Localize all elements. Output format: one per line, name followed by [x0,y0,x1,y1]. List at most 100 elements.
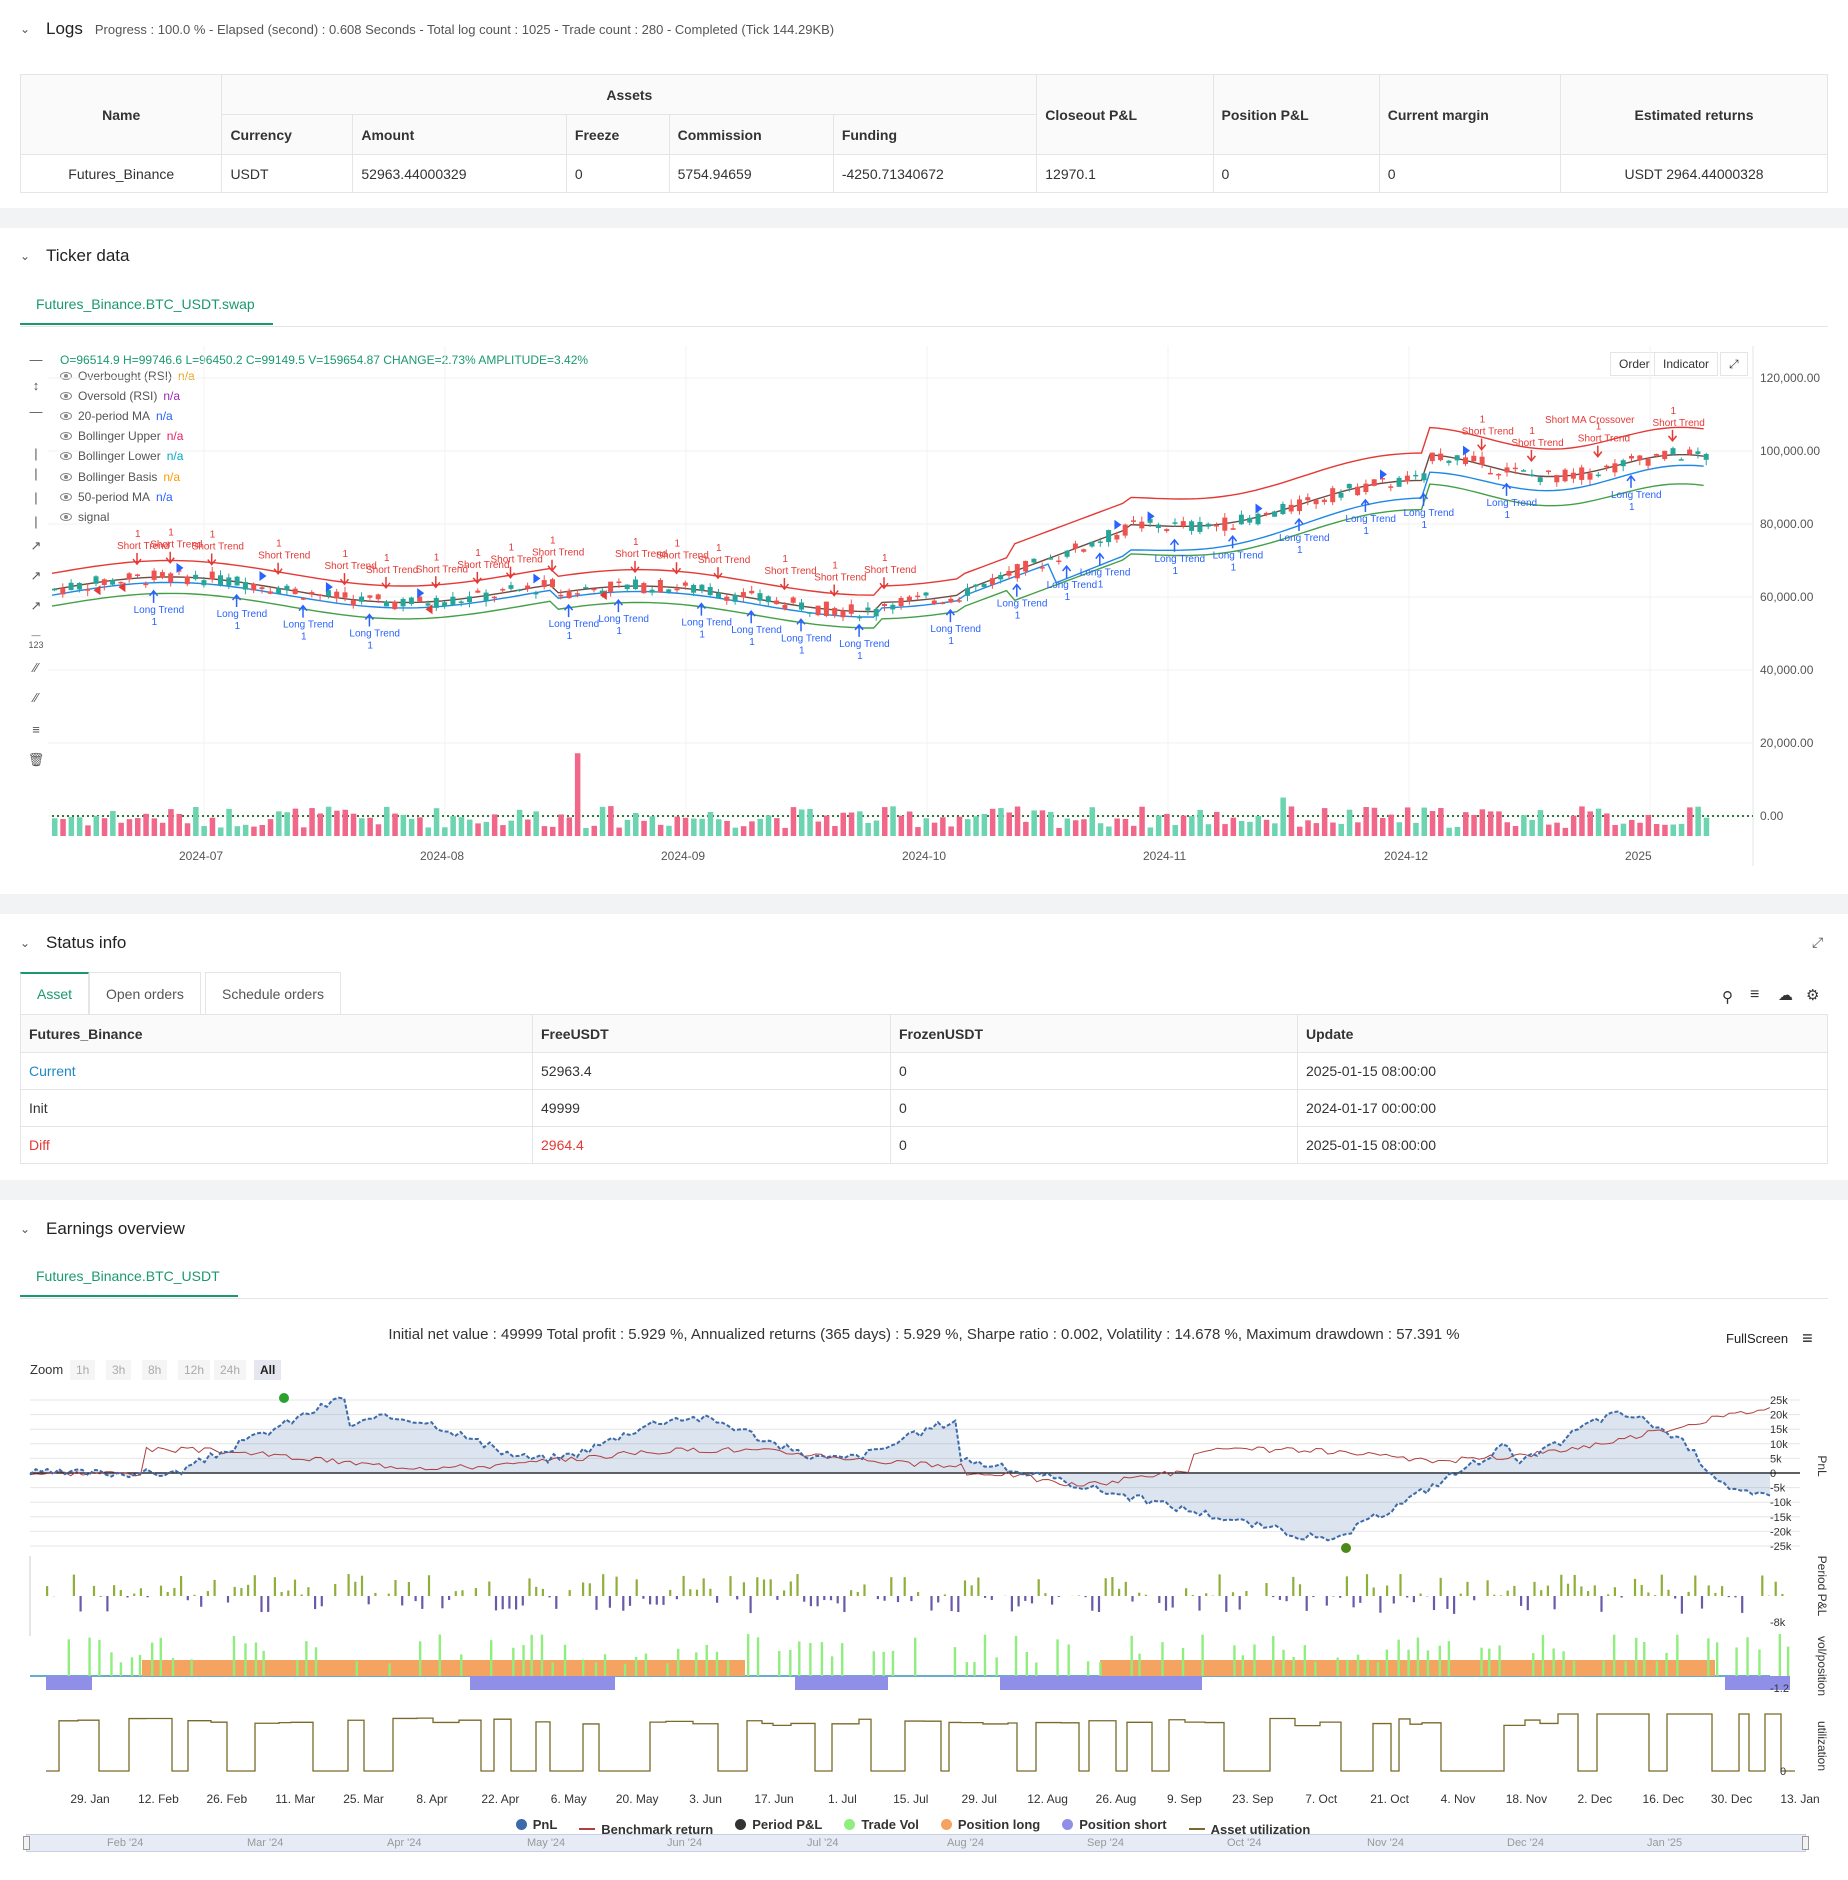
chevron-down-icon[interactable]: ⌄ [20,22,31,36]
trade-vol-bar [891,1650,895,1676]
eye-icon[interactable] [60,492,72,501]
candle-body [450,596,456,606]
ray-icon[interactable]: — [29,404,43,419]
price-label-icon[interactable]: —123 [28,630,44,650]
period-tick-label: -8k [1770,1617,1786,1629]
navigator-handle-right[interactable] [1802,1836,1809,1850]
period-pnl-bar [1372,1587,1375,1596]
eye-icon[interactable] [60,412,72,421]
eye-icon[interactable] [60,372,72,380]
extended-line-icon[interactable]: ↗ [30,598,42,613]
long-arrow-icon [696,602,706,616]
legend-item[interactable]: PnL [515,1817,557,1832]
earnings-title: Earnings overview [46,1219,185,1238]
legend-item[interactable]: Period P&L [735,1817,822,1832]
eye-icon[interactable] [60,472,72,481]
trade-vol-bar [1241,1655,1245,1676]
eye-icon[interactable] [60,432,72,441]
volume-bar [1678,823,1685,836]
period-pnl-bar [816,1596,819,1607]
indicator-legend-item[interactable]: signal [60,507,115,527]
vertical-line-icon-3[interactable]: | [34,490,38,505]
candle-body [1595,474,1601,477]
col-position: Position P&L [1212,74,1380,155]
tab-underline [20,326,1828,327]
order-button[interactable]: Order [1610,352,1659,376]
zoom-24h[interactable]: 24h [214,1360,247,1380]
indicator-legend-item[interactable]: Bollinger Upper n/a [60,426,183,446]
indicator-value: n/a [163,469,181,484]
indicator-legend-item[interactable]: Overbought (RSI) n/a [60,366,195,386]
trash-icon[interactable]: 🗑 [27,752,45,767]
crosshair-icon[interactable]: ↕ [32,378,40,393]
arrow-line-icon[interactable]: ↗ [30,568,42,583]
zoom-1h[interactable]: 1h [70,1360,96,1380]
legend-item[interactable]: Benchmark return [579,1822,713,1837]
vertical-line-icon-2[interactable]: | [34,466,38,481]
candle-body [1487,472,1493,475]
tab-open-orders[interactable]: Open orders [89,972,201,1014]
zoom-12h[interactable]: 12h [178,1360,211,1380]
parallel-channel-icon[interactable]: ∕∕ [33,660,39,675]
candle-body [1670,448,1676,455]
vertical-line-icon-4[interactable]: | [34,514,38,529]
pnl-tick-label: -20k [1770,1526,1792,1538]
pitchfork-icon[interactable]: ∕∕ [33,690,39,705]
legend-item[interactable]: Trade Vol [844,1817,919,1832]
cursor-icon[interactable]: — [29,352,43,367]
list-icon[interactable]: ≡ [1750,986,1760,1003]
period-pnl-bar [608,1596,611,1608]
trend-line-icon[interactable]: ↗ [30,538,42,553]
status-header[interactable]: ⌄ Status info [20,928,126,958]
legend-item[interactable]: Position long [940,1817,1040,1832]
candle-body [68,582,74,591]
cell: Init [20,1089,533,1127]
period-pnl-bar [1727,1596,1730,1598]
indicator-legend-item[interactable]: Oversold (RSI) n/a [60,386,180,406]
vertical-line-icon[interactable]: | [34,446,38,461]
indicator-legend-item[interactable]: Bollinger Basis n/a [60,467,180,487]
navigator-handle-left[interactable] [23,1836,30,1850]
eye-icon[interactable] [60,452,72,461]
navigator[interactable]: Feb '24 Mar '24 Apr '24 May '24 Jun '24 Jul '… [23,1834,1809,1852]
eye-icon[interactable] [60,392,72,401]
legend-item[interactable]: Position short [1062,1817,1167,1832]
period-pnl-bar [675,1596,678,1600]
indicator-button[interactable]: Indicator [1654,352,1719,376]
tab-ticker-symbol[interactable]: Futures_Binance.BTC_USDT.swap [20,285,273,325]
volume-bar [716,819,722,836]
legend-item[interactable]: Asset utilization [1188,1822,1310,1837]
zoom-8h[interactable]: 8h [142,1360,168,1380]
gear-icon[interactable]: ⚙ [1806,987,1820,1004]
collapse-icon[interactable]: ⤢ [1812,934,1824,950]
zoom-all[interactable]: All [254,1360,282,1380]
indicator-legend-item[interactable]: 20-period MA n/a [60,406,173,426]
volume-bar [251,826,257,836]
horizontal-lines-icon[interactable]: ≡ [32,722,40,737]
long-marker-icon [1147,511,1155,522]
volume-bar [85,825,91,836]
candle-body [1097,541,1103,543]
search-icon[interactable]: ⚲ [1722,989,1733,1006]
chevron-down-icon[interactable]: ⌄ [20,1222,31,1236]
eye-icon[interactable] [60,512,72,521]
logs-header[interactable]: ⌄ Logs Progress : 100.0 % - Elapsed (sec… [20,14,834,44]
period-pnl-bar [488,1581,491,1596]
indicator-legend-item[interactable]: 50-period MA n/a [60,487,173,507]
period-pnl-bar [146,1596,149,1598]
chevron-down-icon[interactable]: ⌄ [20,249,31,263]
tab-earnings-symbol[interactable]: Futures_Binance.BTC_USDT [20,1257,238,1297]
expand-icon[interactable]: ⤢ [1720,352,1748,376]
zoom-3h[interactable]: 3h [106,1360,132,1380]
chevron-down-icon[interactable]: ⌄ [20,936,31,950]
fullscreen-button[interactable]: FullScreen ≡ [1726,1328,1813,1349]
menu-icon[interactable]: ≡ [1802,1328,1813,1348]
indicator-legend-item[interactable]: Bollinger Lower n/a [60,446,183,466]
download-icon[interactable]: ☁ [1778,987,1793,1004]
trade-vol-bar [1181,1647,1185,1676]
tab-schedule-orders[interactable]: Schedule orders [205,972,341,1014]
tab-asset[interactable]: Asset [20,972,90,1014]
earnings-header[interactable]: ⌄ Earnings overview [20,1214,185,1244]
period-pnl-bar [421,1596,424,1609]
ticker-header[interactable]: ⌄ Ticker data [20,241,129,271]
